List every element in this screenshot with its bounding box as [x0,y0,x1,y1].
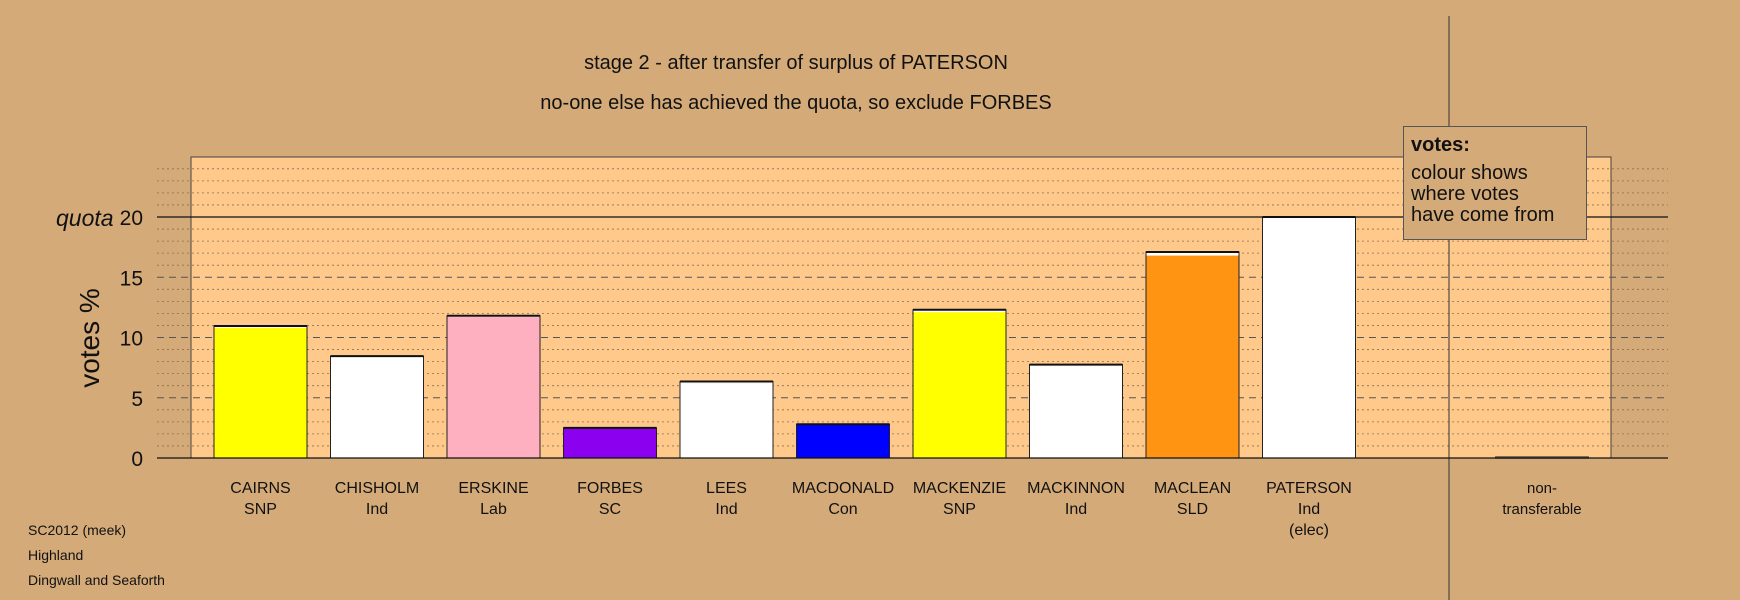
candidate-name: FORBES [577,480,643,497]
y-tick-label: 10 [120,328,143,351]
footer-line: SC2012 (meek) [28,522,127,538]
y-tick-label: 15 [120,267,143,290]
bar-segment [913,312,1006,458]
bar-segment [1146,255,1239,458]
chart-subtitle: no-one else has achieved the quota, so e… [540,92,1052,114]
candidate-label: MACKENZIE SNP [913,478,1006,520]
legend-line: have come from [1411,204,1555,226]
candidate-name: MACLEAN [1153,480,1232,497]
candidate-name: MACDONALD [791,480,895,497]
candidate-name: CAIRNS [230,480,291,497]
y-tick-label: 5 [131,388,143,411]
y-tick-label: 0 [131,448,143,471]
chart-title: stage 2 - after transfer of surplus of P… [584,52,1008,74]
candidate-note: (elec) [1288,522,1330,539]
candidate-party: SNP [943,501,976,518]
legend: votes: colour shows where votes have com… [1403,126,1587,240]
candidate-party: Ind [365,501,389,518]
bar-segment [680,383,773,458]
bar-segment [563,427,657,458]
quota-label: quota [56,205,114,231]
legend-line: where votes [1411,183,1519,205]
candidate-name: MACKENZIE [912,480,1007,497]
candidate-party: SC [598,501,622,518]
bar-segment [330,357,424,458]
non-transferable-label-line: transferable [1502,501,1582,518]
candidate-name: CHISHOLM [334,480,420,497]
candidate-label: ERSKINE Lab [458,478,528,520]
candidate-party: Ind [715,501,738,518]
candidate-label: MACDONALD Con [792,478,894,520]
candidate-label: PATERSON Ind (elec) [1266,478,1352,541]
candidate-label: MACKINNON Ind [1027,478,1125,520]
legend-title: votes: [1411,134,1470,156]
bar-segment [214,327,307,458]
bar-segment [913,309,1006,313]
bar-segment [1262,217,1356,458]
candidate-name: PATERSON [1266,480,1352,497]
candidate-label: MACLEAN SLD [1154,478,1231,520]
bar-segment [1029,366,1123,458]
bar-segment [1146,251,1239,256]
y-axis-label: votes % [74,288,105,388]
footer-line: Dingwall and Seaforth [28,572,165,588]
candidate-label: CAIRNS SNP [230,478,290,520]
non-transferable-label: non-transferable [1502,478,1581,520]
candidate-label: CHISHOLM Ind [335,478,419,520]
candidate-name: MACKINNON [1027,480,1125,497]
candidate-label: LEES Ind [706,478,747,520]
footer-line: Highland [28,547,84,563]
bar-segment [447,317,540,458]
candidate-party: SNP [244,501,277,518]
candidate-party: SLD [1176,501,1209,518]
non-transferable-label-line: non- [1526,480,1558,497]
candidate-label: FORBES SC [577,478,643,520]
candidate-party: Ind [1064,501,1088,518]
candidate-name: LEES [706,480,747,497]
candidate-party: Con [828,501,858,518]
candidate-party: Ind [1297,501,1321,518]
bar-segment [796,424,890,458]
candidate-party: Lab [480,501,507,518]
candidate-name: ERSKINE [458,480,529,497]
plot-area [190,156,1612,459]
y-tick-label: 20 [120,207,143,230]
legend-line: colour shows [1411,162,1528,184]
